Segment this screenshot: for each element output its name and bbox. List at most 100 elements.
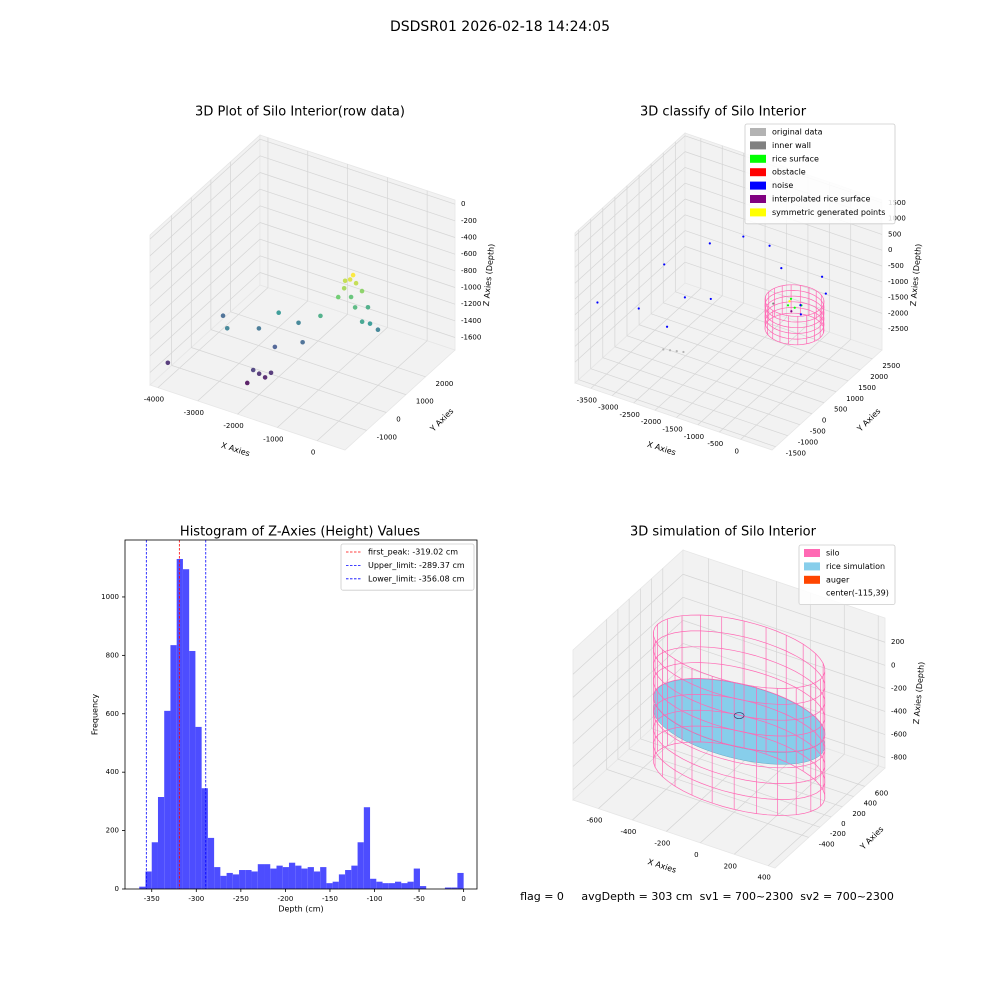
- bar: [251, 871, 258, 889]
- x-tick-label: -100: [367, 895, 383, 903]
- bar: [320, 867, 327, 889]
- bar: [164, 710, 171, 889]
- bar: [176, 558, 183, 889]
- grid-line: [578, 379, 776, 448]
- z-tick-label: -1000: [888, 278, 908, 286]
- grid-line: [590, 288, 702, 389]
- y-tick-label: -1000: [377, 433, 397, 441]
- legend-swatch: [750, 141, 766, 150]
- grid-line: [574, 230, 686, 331]
- grid-line: [259, 188, 456, 255]
- grid-line: [574, 135, 686, 237]
- z-tick-label: -1500: [888, 294, 908, 302]
- bar: [376, 881, 383, 889]
- chart-title: 3D simulation of Silo Interior: [630, 525, 817, 540]
- grid-line: [572, 597, 684, 698]
- legend-label: first_peak: -319.02 cm: [368, 548, 458, 557]
- z-tick-label: 200: [891, 638, 904, 646]
- point: [708, 242, 711, 245]
- point: [256, 326, 262, 331]
- bar: [407, 881, 414, 889]
- bar: [214, 867, 221, 889]
- legend-label: center(-115,39): [826, 589, 889, 598]
- z-tick-label: 1500: [888, 199, 906, 207]
- grid-line: [590, 368, 788, 437]
- point: [244, 380, 250, 386]
- grid-line: [684, 246, 883, 314]
- z-tick-label: -600: [891, 731, 907, 739]
- x-tick-label: 0: [461, 895, 465, 903]
- point: [359, 319, 365, 325]
- point: [742, 235, 745, 238]
- bar: [313, 871, 321, 889]
- point: [768, 244, 771, 247]
- grid-line: [572, 620, 684, 721]
- point: [165, 360, 171, 366]
- point: [268, 370, 274, 376]
- point: [262, 375, 268, 380]
- grid-line: [157, 287, 269, 388]
- grid-line: [633, 302, 744, 404]
- grid-line: [316, 340, 428, 441]
- legend-swatch: [750, 154, 766, 163]
- point: [250, 367, 256, 373]
- legend-label: noise: [772, 181, 793, 190]
- grid-line: [614, 346, 813, 415]
- z-tick-label: -1600: [461, 334, 481, 342]
- z-tick-label: -200: [891, 684, 907, 692]
- point: [318, 313, 323, 319]
- grid-line: [640, 738, 843, 808]
- legend-label: rice surface: [772, 154, 819, 163]
- y-tick-label: 200: [852, 810, 865, 818]
- x-tick-label: -400: [620, 828, 636, 836]
- point: [365, 304, 371, 310]
- bar: [388, 883, 396, 889]
- y-tick-label: 0: [822, 417, 826, 425]
- z-tick-label: -400: [891, 707, 907, 715]
- point: [276, 310, 281, 316]
- point: [375, 327, 381, 333]
- z-tick-label: -1200: [461, 300, 481, 308]
- point: [709, 297, 712, 301]
- grid-line: [684, 198, 883, 267]
- z-tick-label: -200: [461, 217, 477, 225]
- grid-line: [574, 151, 686, 252]
- chart-title: Histogram of Z-Axies (Height) Values: [180, 525, 420, 540]
- legend-swatch: [750, 168, 766, 177]
- grid-line: [675, 291, 873, 360]
- y-tick-label: 600: [875, 789, 888, 797]
- bar: [182, 569, 190, 889]
- bar: [145, 871, 152, 889]
- bar: [363, 807, 371, 889]
- point: [799, 304, 802, 307]
- x-tick-label: -500: [707, 440, 723, 448]
- grid-line: [734, 754, 845, 855]
- legend-label: rice simulation: [826, 562, 885, 571]
- bar: [264, 864, 271, 889]
- grid-line: [574, 246, 686, 347]
- grid-line: [574, 182, 686, 284]
- bar: [357, 842, 364, 889]
- legend-swatch: [804, 575, 820, 584]
- bar: [395, 881, 402, 889]
- bar: [338, 874, 346, 889]
- grid-line: [574, 214, 686, 316]
- bar: [326, 883, 333, 889]
- z-tick-label: -800: [891, 754, 907, 762]
- point: [367, 321, 373, 326]
- legend-label: Upper_limit: -289.37 cm: [368, 561, 465, 570]
- x-tick-label: -600: [587, 817, 603, 825]
- y-tick-label: 400: [864, 800, 877, 808]
- legend-label: inner wall: [772, 141, 811, 150]
- legend-label: original data: [772, 128, 823, 137]
- grid-line: [572, 643, 684, 744]
- grid-line: [149, 138, 261, 240]
- y-tick-label: 0: [841, 820, 845, 828]
- grid-line: [651, 313, 849, 382]
- bar: [157, 797, 165, 889]
- y-tick-label: 1000: [846, 395, 864, 403]
- grid-line: [230, 311, 426, 378]
- x-tick-label: -2500: [619, 411, 639, 419]
- y-tick-label: 200: [106, 827, 119, 835]
